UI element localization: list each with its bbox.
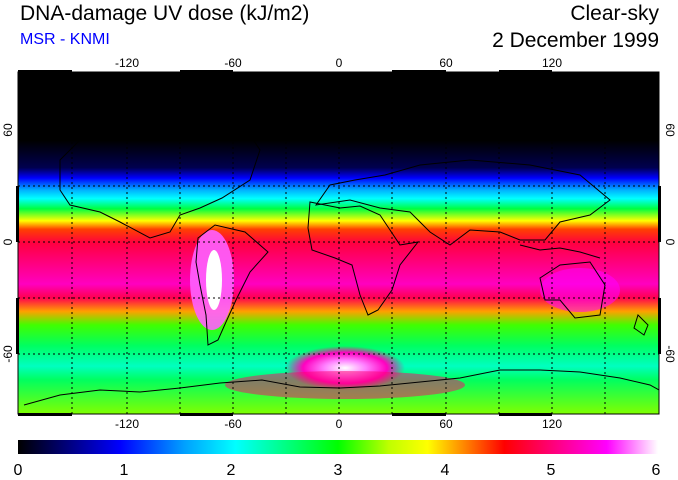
colorbar-label-1: 1 [120, 462, 129, 479]
coastlines [23, 109, 659, 406]
colorbar-label-0: 0 [14, 462, 23, 479]
lon-label-top-2: -60 [224, 56, 242, 70]
colorbar-label-4: 4 [441, 462, 450, 479]
colorbar-labels: 0 1 2 3 4 5 6 [14, 462, 661, 479]
map-frame [17, 71, 660, 415]
lat-label-right-3: -60 [663, 345, 677, 363]
lon-label-top-3: 0 [336, 56, 343, 70]
graticule [18, 72, 659, 414]
lat-label-right-1: 60 [663, 123, 677, 137]
lon-label-bottom-4: 60 [439, 417, 453, 431]
lat-label-left-3: -60 [1, 345, 15, 363]
lon-label-bottom-2: -60 [224, 417, 242, 431]
frame-ticks [16, 70, 661, 416]
lon-label-top-1: -120 [115, 56, 139, 70]
source-label: MSR - KNMI [20, 31, 110, 48]
map-date: 2 December 1999 [492, 29, 659, 52]
colorbar-label-6: 6 [652, 462, 661, 479]
lon-label-bottom-1: -120 [115, 417, 139, 431]
lon-label-top-4: 60 [439, 56, 453, 70]
colorbar-label-2: 2 [227, 462, 236, 479]
lon-label-top-5: 120 [542, 56, 562, 70]
colorbar-label-3: 3 [334, 462, 343, 479]
lat-label-left-2: 0 [1, 238, 15, 245]
colorbar-label-5: 5 [547, 462, 556, 479]
lat-label-left-1: 60 [1, 123, 15, 137]
map-title: DNA-damage UV dose (kJ/m2) [20, 2, 310, 25]
lat-label-right-2: 0 [663, 239, 677, 246]
colorbar [18, 440, 658, 454]
sky-condition: Clear-sky [570, 2, 659, 25]
lon-label-bottom-5: 120 [542, 417, 562, 431]
lon-label-bottom-3: 0 [336, 417, 343, 431]
